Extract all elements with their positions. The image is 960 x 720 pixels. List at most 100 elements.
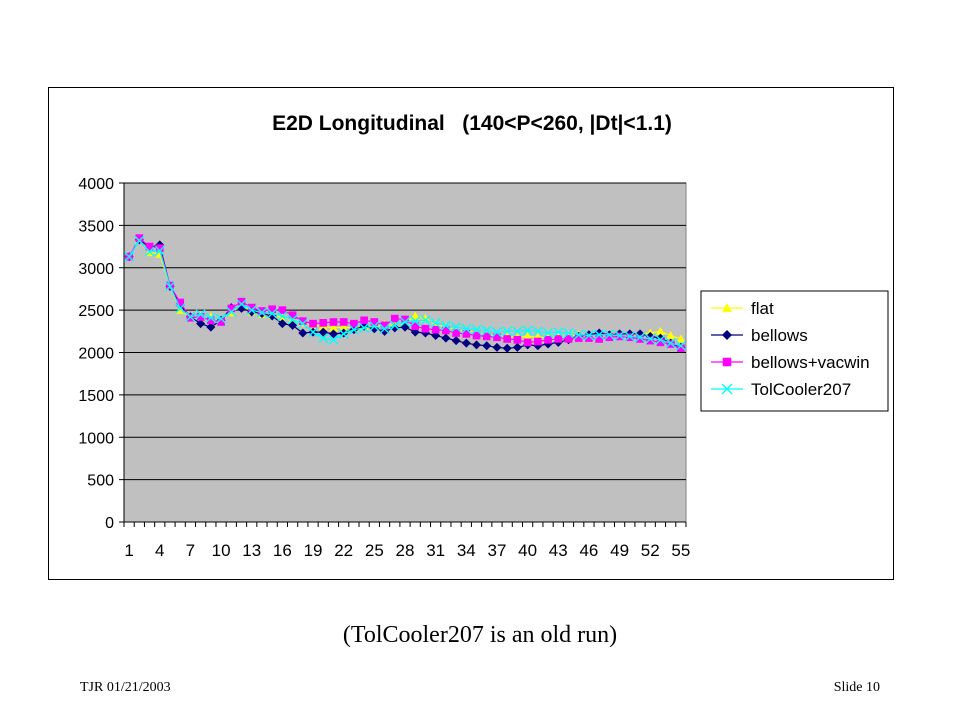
data-point bbox=[390, 314, 399, 323]
footer-slide-number: Slide 10 bbox=[833, 680, 880, 695]
data-point bbox=[471, 324, 482, 335]
data-point bbox=[491, 327, 502, 338]
data-point bbox=[472, 340, 482, 350]
data-point bbox=[278, 306, 287, 314]
legend-box bbox=[700, 290, 889, 412]
data-point bbox=[145, 242, 154, 251]
data-point bbox=[512, 326, 523, 337]
data-point bbox=[196, 313, 205, 321]
y-tick-label: 2000 bbox=[78, 346, 114, 363]
data-point bbox=[298, 317, 307, 325]
data-point bbox=[512, 342, 522, 352]
data-point bbox=[493, 333, 501, 342]
data-point bbox=[543, 328, 554, 339]
x-tick-label: 52 bbox=[641, 541, 660, 560]
data-point bbox=[677, 344, 685, 353]
y-tick-label: 500 bbox=[87, 473, 114, 490]
data-point bbox=[665, 338, 676, 349]
data-point bbox=[532, 326, 543, 337]
data-point bbox=[635, 332, 646, 343]
data-point bbox=[226, 306, 237, 317]
data-point bbox=[298, 328, 308, 338]
data-point bbox=[482, 341, 492, 351]
data-point bbox=[195, 309, 206, 320]
data-point bbox=[420, 315, 431, 326]
data-point bbox=[522, 325, 533, 336]
legend-label: bellows bbox=[751, 326, 808, 345]
data-point bbox=[154, 245, 165, 256]
data-point bbox=[389, 320, 400, 331]
data-point bbox=[614, 330, 625, 341]
y-tick-label: 3500 bbox=[78, 218, 114, 235]
data-point bbox=[309, 319, 317, 328]
data-point bbox=[441, 333, 451, 343]
y-tick-label: 3000 bbox=[78, 261, 114, 278]
data-point bbox=[185, 311, 196, 322]
data-point bbox=[400, 316, 410, 327]
data-point bbox=[421, 324, 430, 333]
data-point bbox=[267, 308, 278, 319]
x-tick-label: 4 bbox=[155, 541, 164, 560]
x-tick-label: 31 bbox=[426, 541, 445, 560]
data-point bbox=[722, 303, 732, 312]
data-point bbox=[502, 343, 512, 353]
x-tick-label: 34 bbox=[457, 541, 476, 560]
data-point bbox=[492, 342, 502, 352]
data-point bbox=[247, 303, 256, 312]
data-point bbox=[513, 335, 522, 344]
data-point bbox=[144, 246, 155, 257]
x-tick-label: 28 bbox=[396, 541, 415, 560]
x-tick-label: 10 bbox=[212, 541, 231, 560]
data-point bbox=[370, 318, 379, 326]
data-point bbox=[461, 338, 471, 348]
data-point bbox=[246, 305, 257, 316]
data-point bbox=[585, 334, 593, 342]
data-point bbox=[646, 336, 655, 345]
data-point bbox=[175, 303, 186, 314]
footer-author-date: TJR 01/21/2003 bbox=[80, 680, 171, 695]
data-point bbox=[430, 317, 441, 328]
data-point bbox=[369, 321, 380, 332]
data-point bbox=[461, 323, 472, 334]
data-point bbox=[452, 329, 460, 337]
data-point bbox=[563, 328, 574, 339]
x-tick-label: 37 bbox=[488, 541, 507, 560]
chart: E2D Longitudinal (140<P<260, |Dt|<1.1) 0… bbox=[78, 112, 889, 560]
data-point bbox=[287, 314, 298, 325]
series-tolcooler207 bbox=[124, 235, 686, 351]
data-point bbox=[155, 244, 164, 253]
data-point bbox=[722, 330, 732, 340]
data-point bbox=[134, 235, 145, 246]
data-point bbox=[573, 329, 584, 340]
data-point bbox=[534, 337, 542, 346]
data-point bbox=[390, 323, 400, 333]
x-tick-label: 25 bbox=[365, 541, 384, 560]
x-tick-label: 19 bbox=[304, 541, 323, 560]
data-point bbox=[350, 319, 358, 328]
y-tick-label: 2500 bbox=[78, 303, 114, 320]
data-point bbox=[721, 383, 733, 395]
data-point bbox=[328, 329, 338, 339]
data-point bbox=[410, 316, 421, 327]
data-point bbox=[645, 333, 656, 344]
slide-caption: (TolCooler207 is an old run) bbox=[342, 622, 618, 648]
data-point bbox=[175, 305, 185, 314]
data-point bbox=[666, 331, 676, 340]
data-point bbox=[482, 332, 491, 341]
data-point bbox=[676, 334, 686, 343]
data-point bbox=[645, 331, 655, 341]
data-point bbox=[124, 251, 135, 262]
data-point bbox=[359, 322, 370, 333]
data-point bbox=[401, 315, 409, 324]
data-point bbox=[360, 316, 368, 325]
data-point bbox=[523, 338, 532, 347]
chart-title: E2D Longitudinal (140<P<260, |Dt|<1.1) bbox=[272, 112, 672, 135]
x-tick-label: 49 bbox=[610, 541, 629, 560]
data-point bbox=[594, 329, 605, 340]
data-point bbox=[451, 322, 462, 333]
x-tick-label: 43 bbox=[549, 541, 568, 560]
x-tick-label: 16 bbox=[273, 541, 292, 560]
legend-label: flat bbox=[751, 299, 774, 318]
x-tick-label: 55 bbox=[671, 541, 690, 560]
data-point bbox=[380, 321, 389, 330]
